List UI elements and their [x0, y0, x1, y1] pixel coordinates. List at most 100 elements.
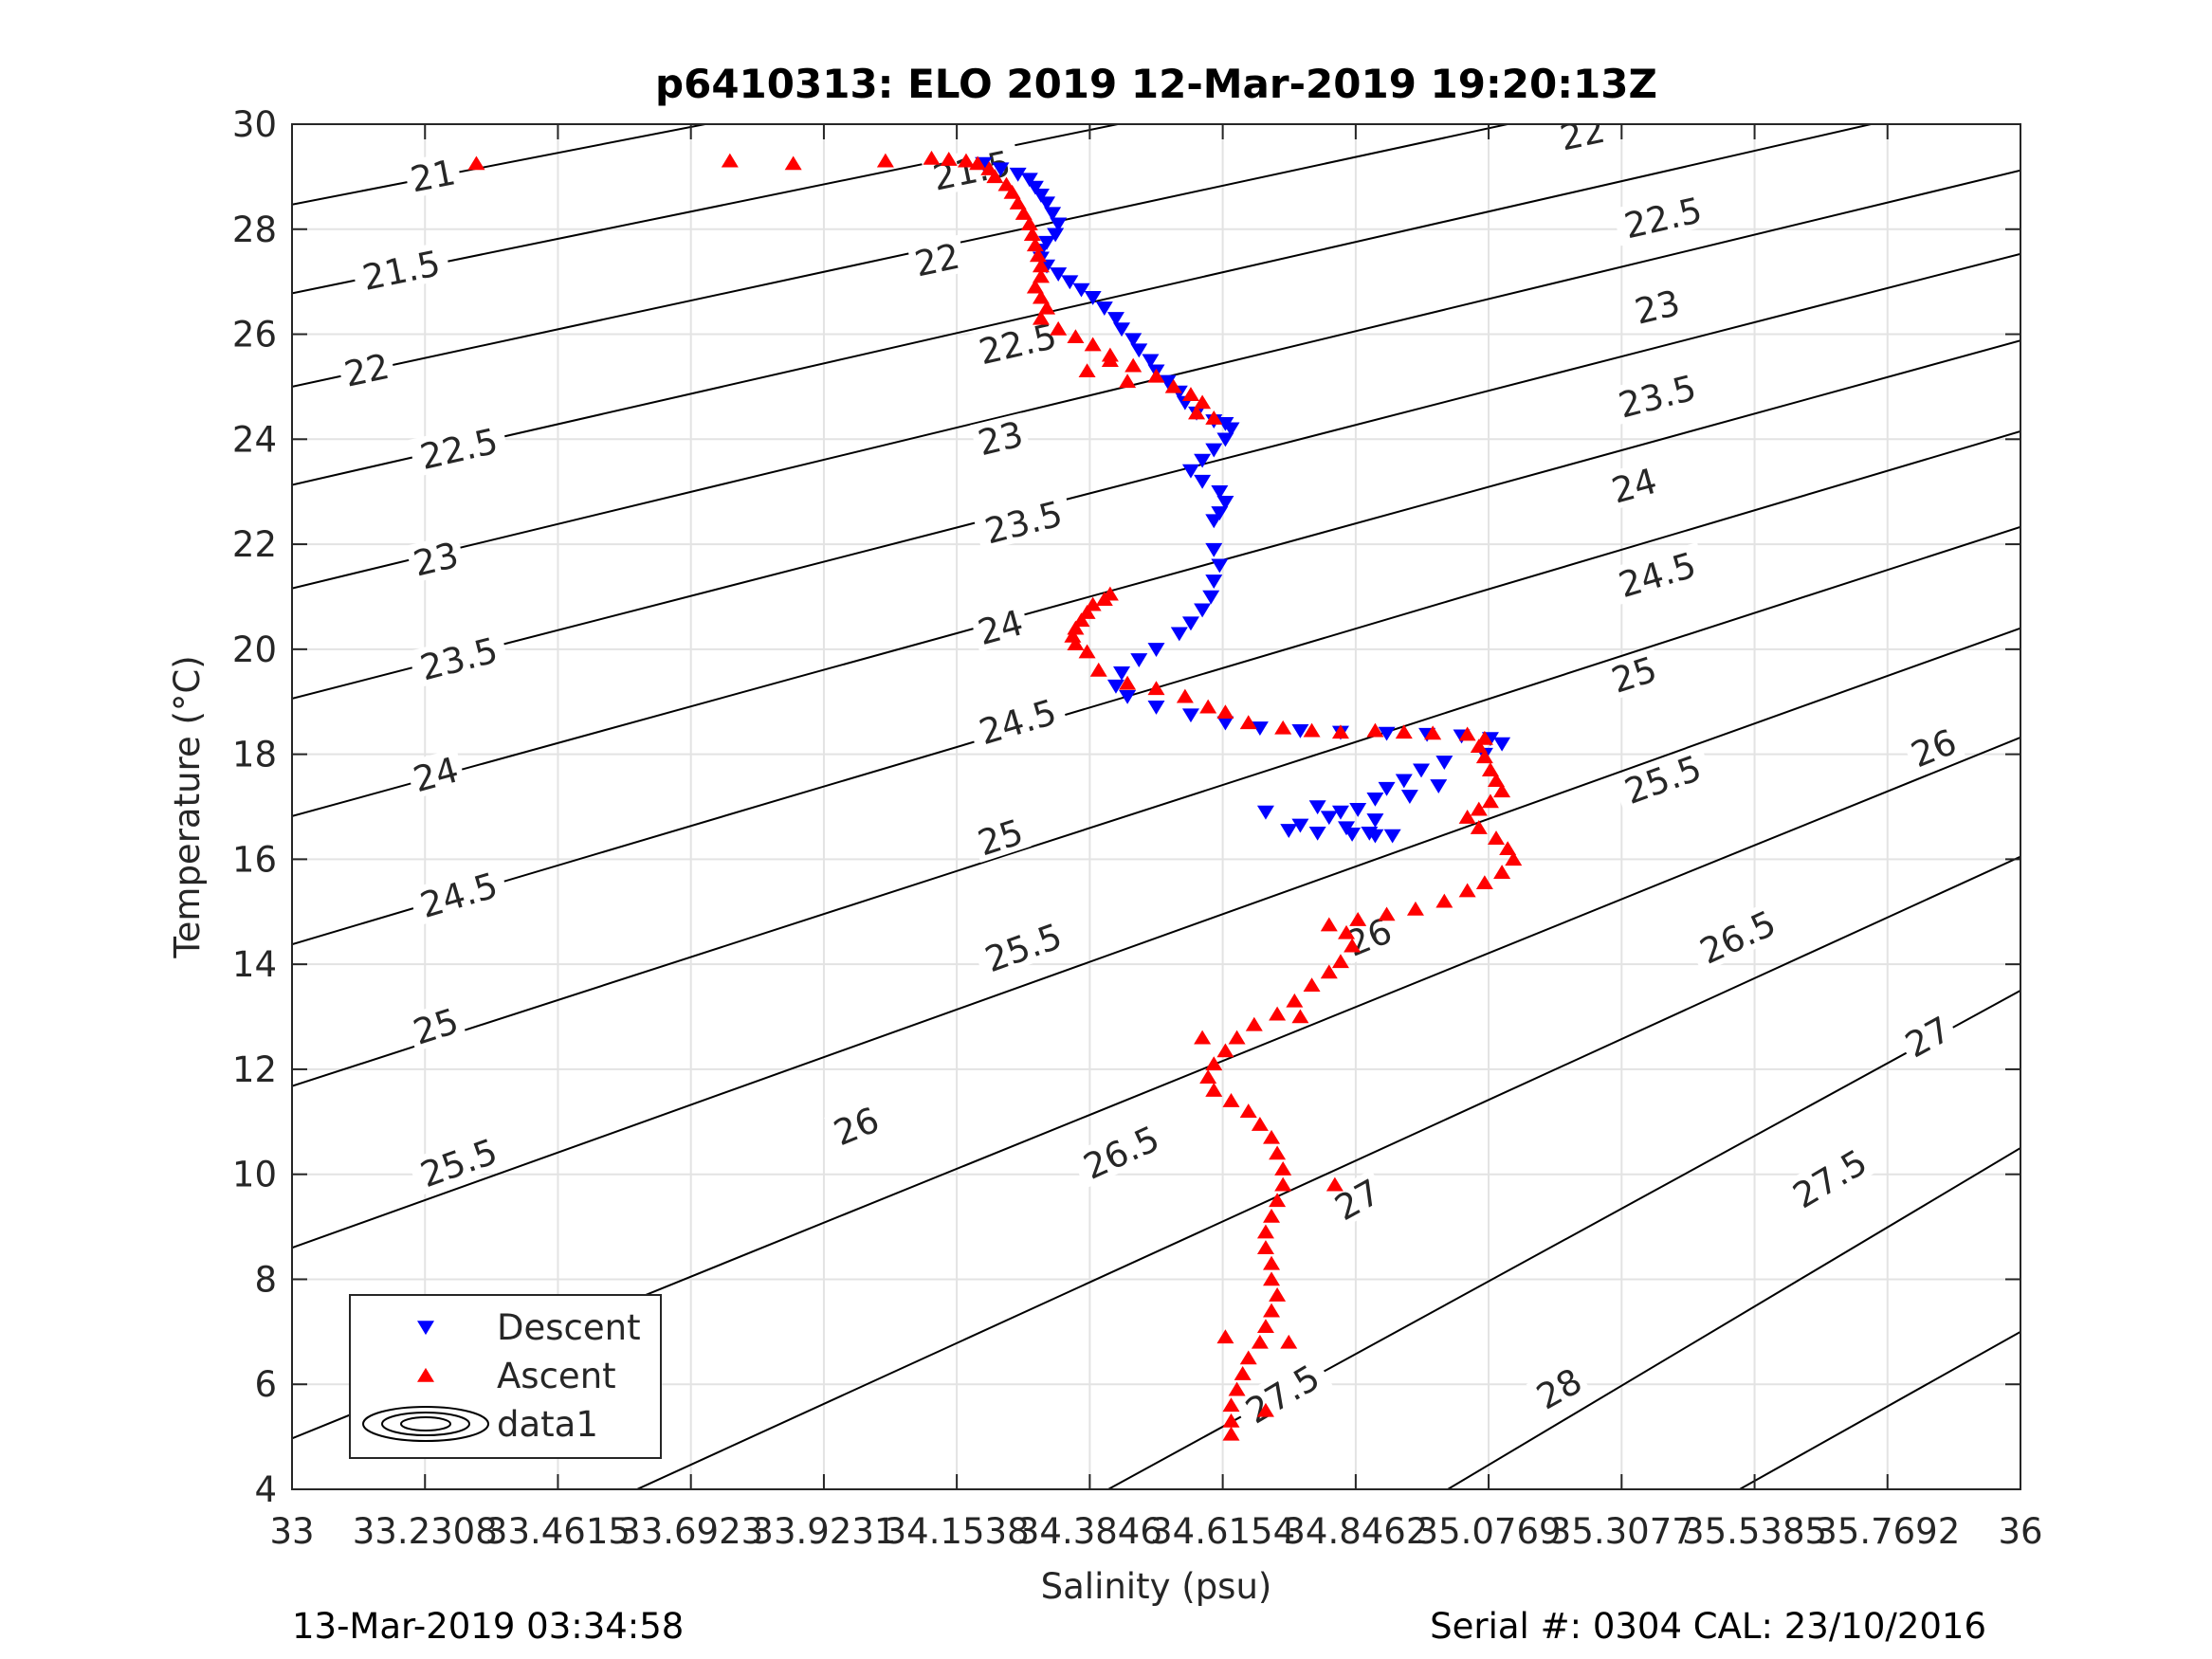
descent-point	[1147, 701, 1165, 715]
ascent-point	[1481, 762, 1499, 776]
ascent-point	[1424, 725, 1442, 740]
contour-label-text: 27	[1328, 1172, 1387, 1229]
descent-point	[1251, 721, 1269, 737]
contour-label-bg	[966, 689, 1069, 753]
contour-label: 26	[1901, 720, 1965, 775]
ascent-point	[1256, 1319, 1274, 1334]
contour-label: 23	[970, 412, 1031, 464]
contour-label: 22	[906, 234, 967, 284]
contour-label-text: 23	[1631, 283, 1684, 333]
legend-label-data1: data1	[497, 1404, 598, 1445]
contour-label: 25	[1602, 647, 1666, 702]
ascent-point	[1228, 1381, 1246, 1396]
contour-label-bg	[405, 748, 466, 799]
contour-line	[292, 124, 1512, 388]
descent-point	[1119, 689, 1137, 704]
contour-label-text: 24.5	[415, 865, 502, 926]
descent-point	[1142, 354, 1160, 369]
descent-point	[1159, 374, 1177, 390]
ascent-point	[1269, 1286, 1287, 1302]
descent-point	[1181, 708, 1199, 723]
y-tick-label: 12	[232, 1049, 277, 1090]
ascent-point	[1205, 1082, 1223, 1097]
ascent-point	[1101, 353, 1119, 367]
contour-label: 22.5	[1612, 188, 1713, 246]
ascent-point	[1349, 911, 1367, 926]
descent-point	[1349, 803, 1367, 817]
chart-title: p6410313: ELO 2019 12-Mar-2019 19:20:13Z	[655, 61, 1657, 107]
ascent-point	[1488, 830, 1506, 845]
ascent-point	[1331, 724, 1349, 739]
ascent-point	[1505, 851, 1523, 866]
contour-label-bg	[408, 628, 510, 688]
contour-label-text: 21.5	[359, 243, 444, 299]
legend-label-ascent: Ascent	[497, 1356, 616, 1396]
contour-label-bg	[1069, 1114, 1172, 1189]
y-tick-label: 24	[232, 419, 277, 460]
ascent-point	[1216, 1043, 1234, 1058]
contour-label-text: 25.5	[1619, 748, 1707, 812]
contour-label-bg	[969, 601, 1032, 652]
contour-label-bg	[403, 151, 463, 199]
ascent-point	[1245, 1016, 1263, 1031]
ascent-point	[1263, 1255, 1281, 1270]
contour-label-text: 22	[340, 346, 393, 395]
contour-label-bg	[1779, 1137, 1880, 1219]
ascent-point	[986, 169, 1004, 184]
descent-point	[1130, 653, 1148, 668]
descent-point	[1205, 574, 1223, 589]
contour-label: 26.5	[1069, 1114, 1172, 1189]
ascent-point	[1164, 378, 1182, 393]
ascent-point	[1124, 357, 1143, 373]
x-tick-label: 34.3846	[1017, 1511, 1162, 1552]
descent-point	[1026, 180, 1044, 195]
ascent-point	[1119, 374, 1137, 389]
legend-marker-contour	[400, 1416, 451, 1431]
ascent-point	[1032, 258, 1050, 273]
ascent-point	[1325, 1176, 1344, 1192]
descent-point	[1395, 774, 1413, 789]
contour-label-bg	[1605, 541, 1709, 606]
descent-point	[1130, 343, 1148, 358]
x-tick-label: 36	[1998, 1511, 2042, 1552]
x-tick-label: 33.9231	[751, 1511, 896, 1552]
descent-point	[1113, 666, 1131, 681]
descent-point	[1361, 826, 1379, 841]
x-tick-label: 35.5385	[1682, 1511, 1827, 1552]
contour-line	[292, 525, 2020, 1087]
ascent-point	[1038, 300, 1056, 315]
ascent-point	[1493, 865, 1511, 879]
plot-data	[467, 150, 1523, 1441]
descent-point	[1493, 737, 1511, 752]
contour-label-bg	[1626, 281, 1688, 331]
contour-label-bg	[969, 810, 1032, 863]
descent-point	[1170, 627, 1188, 642]
ascent-point	[1228, 1030, 1246, 1045]
ascent-point	[1303, 977, 1321, 993]
y-tick-label: 16	[232, 839, 277, 880]
ascent-point	[1458, 809, 1476, 824]
descent-point	[1216, 716, 1234, 731]
contour-label-text: 25.5	[415, 1131, 503, 1195]
descent-point	[1435, 756, 1453, 771]
contour-label-text: 24.5	[975, 692, 1061, 754]
descent-point	[992, 162, 1010, 177]
ascent-point	[1205, 410, 1223, 425]
contour-label-bg	[1602, 647, 1666, 701]
descent-point	[1050, 217, 1068, 232]
descent-point	[1205, 443, 1223, 458]
descent-point	[1211, 506, 1229, 520]
ascent-point	[1280, 1334, 1298, 1349]
descent-point	[1032, 189, 1050, 203]
y-tick-label: 28	[232, 210, 277, 250]
ascent-point	[1032, 289, 1050, 304]
ascent-point	[1344, 938, 1362, 953]
ascent-point	[1269, 1193, 1287, 1208]
ascent-point	[1320, 964, 1338, 979]
descent-point	[1194, 453, 1212, 468]
y-tick-label: 22	[232, 524, 277, 565]
y-tick-label: 26	[232, 315, 277, 356]
descent-point	[1095, 301, 1113, 316]
contour-line	[1737, 1330, 2020, 1489]
